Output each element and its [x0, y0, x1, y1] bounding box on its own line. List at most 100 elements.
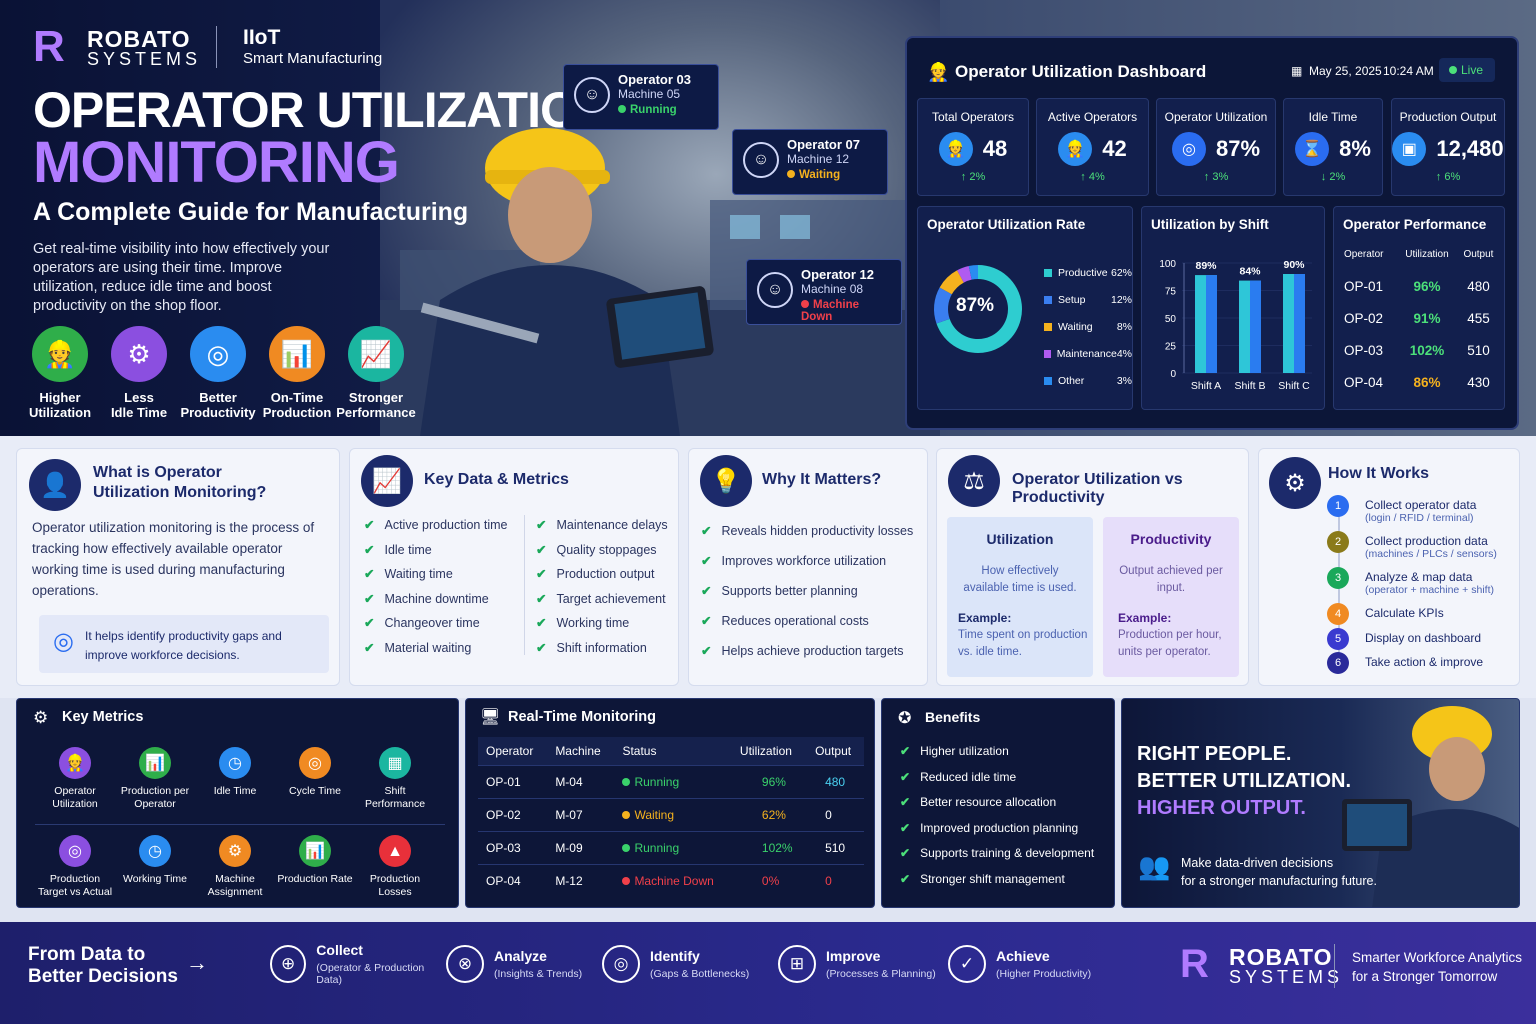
- footer-heading-line-2: Better Decisions: [28, 966, 178, 987]
- legend-value: 62%: [1110, 266, 1132, 279]
- hero-description: Get real-time visibility into how effect…: [33, 241, 330, 314]
- legend-swatch: [1044, 322, 1052, 331]
- operator-name: Operator 12: [801, 267, 874, 282]
- promo-line-1: RIGHT PEOPLE.: [1137, 743, 1292, 765]
- realtime-row[interactable]: OP-04 M-12 Machine Down 0% 0: [478, 864, 864, 898]
- vs-title: Operator Utilization vs Productivity: [1012, 471, 1183, 506]
- realtime-status-label: Running: [634, 775, 680, 789]
- realtime-status-label: Machine Down: [634, 874, 714, 888]
- performance-row[interactable]: OP-04 86% 430: [1342, 368, 1500, 400]
- live-badge[interactable]: Live: [1439, 58, 1495, 82]
- utilization-definition: How effectively available time is used.: [963, 565, 1077, 594]
- check-item: ✔ Changeover time: [364, 611, 507, 636]
- legend-item: Other 3%: [1044, 367, 1132, 394]
- brand-subtitle: SYSTEMS: [87, 49, 202, 69]
- realtime-output: 0: [825, 874, 832, 888]
- step-title: Take action & improve: [1365, 655, 1484, 669]
- performance-row[interactable]: OP-02 91% 455: [1342, 304, 1500, 336]
- footer-step[interactable]: ⊕ Collect (Operator & Production Data): [270, 942, 446, 986]
- key-metric[interactable]: 📊 Production Rate: [275, 835, 355, 899]
- key-metrics-panel: ⚙ Key Metrics 👷 Operator Utilization 📊 Prod…: [16, 698, 459, 908]
- footer-step[interactable]: ✓ Achieve (Higher Productivity): [948, 942, 1124, 986]
- performance-cell: OP-04: [1344, 375, 1384, 390]
- how-step: 5 Display on dashboard: [1327, 627, 1497, 653]
- growth-icon: 📈: [348, 326, 404, 382]
- kpi-card[interactable]: Active Operators 👷 42 ↑ 4%: [1036, 98, 1149, 196]
- realtime-panel: 🖥 Real-Time Monitoring Operator Machine St…: [465, 698, 875, 908]
- operator-status-label: Waiting: [799, 169, 841, 181]
- kpi-value: 42: [1102, 136, 1127, 161]
- check-item: ✔ Material waiting: [364, 636, 507, 661]
- hero-benefit-label: Stronger Performance: [336, 390, 415, 420]
- operator-status-card[interactable]: ☺ Operator 03 Machine 05 Running: [563, 64, 719, 130]
- check-item-label: Idle time: [384, 542, 432, 557]
- key-metric[interactable]: ⚙ Machine Assignment: [195, 835, 275, 899]
- clock-icon: ◷: [219, 747, 251, 779]
- check-item-label: Changeover time: [384, 616, 480, 630]
- step-number: 5: [1327, 627, 1349, 650]
- realtime-machine: M-07: [555, 808, 583, 822]
- kpi-card[interactable]: Production Output ▣ 12,480 ↑ 6%: [1391, 98, 1505, 196]
- key-metric[interactable]: ◎ Production Target vs Actual: [35, 835, 115, 899]
- footer-step[interactable]: ⊗ Analyze (Insights & Trends): [446, 942, 602, 986]
- monitor-icon: 🖥: [480, 709, 501, 726]
- key-metric[interactable]: ▲ Production Losses: [355, 835, 435, 899]
- shift-panel: Utilization by Shift 100 75 50 25 0 89% Shift …: [1141, 206, 1325, 410]
- legend-value: 4%: [1116, 347, 1132, 360]
- performance-cell: 455: [1467, 311, 1490, 326]
- key-metric[interactable]: ◷ Working Time: [115, 835, 195, 899]
- footer-step-text: Improve (Processes & Planning): [826, 948, 936, 980]
- kpi-card[interactable]: Operator Utilization ◎ 87% ↑ 3%: [1156, 98, 1276, 196]
- warning-icon: ▲: [379, 835, 411, 867]
- check-item-label: Active production time: [384, 518, 508, 532]
- target-icon: ◎: [299, 747, 331, 779]
- benefit-item-label: Better resource allocation: [920, 795, 1057, 809]
- gear-icon: ⚙: [1269, 457, 1321, 509]
- realtime-row[interactable]: OP-03 M-09 Running 102% 510: [478, 831, 864, 865]
- performance-row[interactable]: OP-01 96% 480: [1342, 272, 1500, 304]
- footer-step-desc: (Processes & Planning): [826, 968, 936, 980]
- operator-status-card[interactable]: ☺ Operator 12 Machine 08 Machine Down: [746, 259, 902, 325]
- footer-divider: [1334, 944, 1335, 988]
- key-metric[interactable]: ◷ Idle Time: [195, 747, 275, 811]
- realtime-utilization: 0%: [761, 874, 780, 888]
- step-subtitle: (operator + machine + shift): [1365, 584, 1494, 596]
- kpi-card[interactable]: Total Operators 👷 48 ↑ 2%: [917, 98, 1029, 196]
- operator-status-card[interactable]: ☺ Operator 07 Machine 12 Waiting: [732, 129, 888, 195]
- realtime-operator: OP-03: [486, 841, 521, 855]
- target-icon: ◎: [59, 835, 91, 867]
- footer-step-desc: (Insights & Trends): [494, 968, 583, 980]
- donut-slice: [934, 287, 952, 324]
- why-item: ✔ Reveals hidden productivity losses: [701, 516, 913, 546]
- key-metric-label: Production Target vs Actual: [37, 873, 113, 898]
- dashboard-date: May 25, 2025: [1309, 64, 1382, 78]
- key-metric[interactable]: ▦ Shift Performance: [355, 747, 435, 811]
- kpi-card[interactable]: Idle Time ⌛ 8% ↓ 2%: [1283, 98, 1383, 196]
- why-card: 💡 Why It Matters? ✔ Reveals hidden produc…: [688, 448, 928, 686]
- benefit-item: ✔ Improved production planning: [900, 816, 1094, 842]
- key-metric[interactable]: ◎ Cycle Time: [275, 747, 355, 811]
- check-icon: ✔: [536, 542, 547, 557]
- check-item: ✔ Machine downtime: [364, 587, 507, 612]
- donut-slice: [939, 270, 964, 295]
- footer-step[interactable]: ◎ Identify (Gaps & Bottlenecks): [602, 942, 778, 986]
- footer-step[interactable]: ⊞ Improve (Processes & Planning): [778, 942, 948, 986]
- benefit-row: 👷 Higher Utilization ⚙ Less Idle Time ◎ Better P…: [25, 326, 416, 420]
- kpi-value-row: 👷 42: [1037, 132, 1148, 166]
- performance-row[interactable]: OP-03 102% 510: [1342, 336, 1500, 368]
- promo-panel: RIGHT PEOPLE. BETTER UTILIZATION. HIGHER…: [1121, 698, 1520, 908]
- smart-manufacturing-label: Smart Manufacturing: [243, 50, 383, 67]
- footer-brand-subtitle: SYSTEMS: [1229, 967, 1344, 987]
- legend-swatch: [1044, 376, 1052, 385]
- realtime-row[interactable]: OP-02 M-07 Waiting 62% 0: [478, 798, 864, 832]
- realtime-output: 510: [825, 841, 846, 855]
- key-metric[interactable]: 📊 Production per Operator: [115, 747, 195, 811]
- realtime-operator: OP-01: [486, 775, 521, 789]
- y-tick-label: 50: [1165, 314, 1177, 325]
- realtime-row[interactable]: OP-01 M-04 Running 96% 480: [478, 765, 864, 799]
- what-title: What is Operator Utilization Monitoring?: [93, 463, 266, 503]
- operator-icon: 👷: [32, 326, 88, 382]
- hero-title: OPERATOR UTILIZATION: [33, 82, 614, 138]
- promo-line-3: HIGHER OUTPUT.: [1137, 797, 1306, 819]
- key-metric[interactable]: 👷 Operator Utilization: [35, 747, 115, 811]
